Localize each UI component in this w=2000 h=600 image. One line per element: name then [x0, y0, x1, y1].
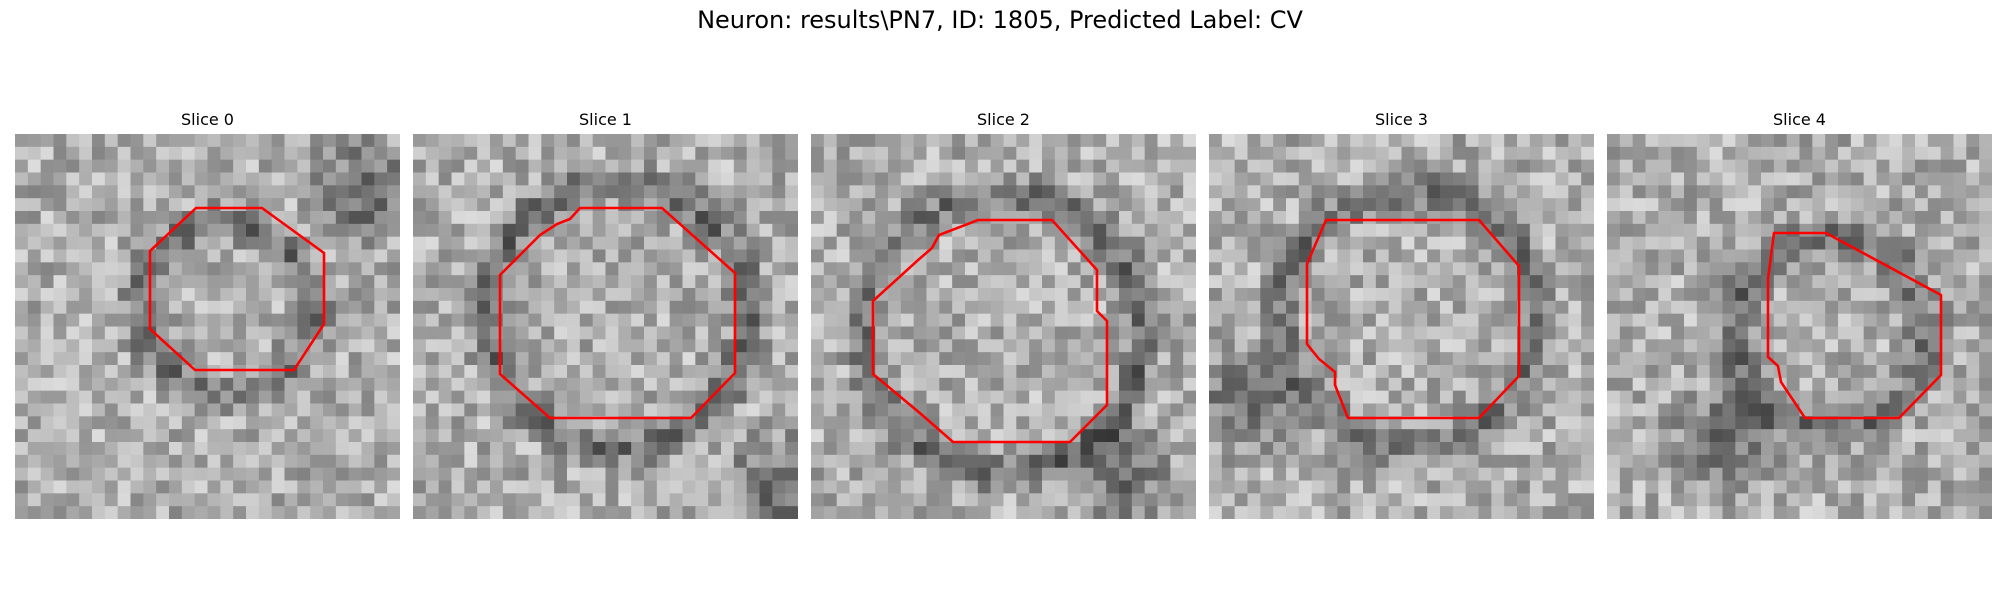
slice-image-2 — [811, 134, 1196, 519]
contour-outline-1 — [498, 206, 737, 420]
slice-image-1 — [413, 134, 798, 519]
slice-title-3: Slice 3 — [1375, 110, 1428, 129]
contour-outline-4 — [1766, 231, 1943, 420]
contour-outline-2 — [871, 218, 1109, 444]
slice-title-0: Slice 0 — [181, 110, 234, 129]
slice-image-3 — [1209, 134, 1594, 519]
slice-title-4: Slice 4 — [1773, 110, 1826, 129]
slice-title-1: Slice 1 — [579, 110, 632, 129]
contour-outline-0 — [148, 206, 326, 372]
slice-image-4 — [1607, 134, 1992, 519]
slice-title-2: Slice 2 — [977, 110, 1030, 129]
slice-image-0 — [15, 134, 400, 519]
figure-title: Neuron: results\PN7, ID: 1805, Predicted… — [697, 6, 1303, 34]
contour-outline-3 — [1305, 218, 1521, 420]
